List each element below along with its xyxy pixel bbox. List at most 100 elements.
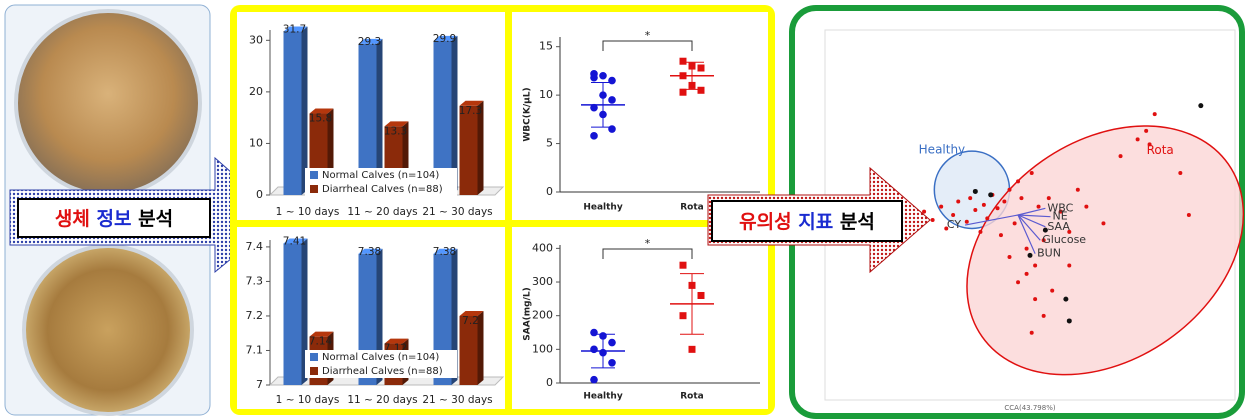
y-tick-label: 5 [546,137,553,150]
y-tick-label: 7.2 [246,309,264,322]
vector-label: BUN [1037,247,1061,260]
y-tick-label: 400 [532,241,553,254]
value-label: 7.38 [358,246,381,258]
y-tick-label: 7.4 [246,240,264,253]
label-word: 분석 [138,208,173,230]
y-tick-label: 30 [249,33,263,46]
x-tick-label: Rota [680,203,704,213]
data-point [590,376,598,384]
data-point [608,77,616,85]
data-point [996,206,1000,210]
data-point [680,58,687,65]
significance-label: * [645,29,651,42]
bar [284,243,302,385]
data-point [1033,263,1037,267]
value-label: 7.2 [462,315,479,327]
data-point [590,74,598,82]
label-word: 분석 [840,211,875,233]
data-point [1050,289,1054,293]
data-point [1008,255,1012,259]
bar [284,32,302,195]
data-point [939,205,943,209]
data-point [698,292,705,299]
data-point [988,192,993,197]
legend-swatch [310,185,318,193]
bar [460,106,478,195]
y-tick-label: 10 [249,136,263,149]
data-point [1025,272,1029,276]
data-point [1063,297,1068,302]
data-point [1030,331,1034,335]
value-label: 29.3 [358,36,381,48]
vector-label: CY [947,218,961,231]
data-point [1076,188,1080,192]
x-tick-label: 11 ~ 20 days [347,206,417,218]
x-tick-label: 1 ~ 10 days [276,206,340,218]
vector-label: Glucose [1042,233,1086,246]
y-axis-title: WBC(K/μL) [523,87,533,141]
data-point [978,230,982,234]
group-label: Healthy [919,142,966,156]
value-label: 17.3 [459,105,482,117]
data-point [1030,171,1034,175]
y-tick-label: 100 [532,342,553,355]
data-point [1019,196,1023,200]
x-tick-label: Rota [680,392,704,402]
data-point [590,329,598,337]
label-word: 정보 [97,208,132,230]
x-tick-label: 21 ~ 30 days [422,206,492,218]
legend-label: Diarrheal Calves (n=88) [322,366,443,377]
label-word: 유의성 [739,211,791,233]
calf-photo-diarrheal [24,246,192,414]
right-label: 유의성 지표 분석 [739,211,875,233]
data-point [1067,318,1072,323]
legend-swatch [310,367,318,375]
data-point [973,189,978,194]
data-point [1187,213,1191,217]
data-point [965,220,969,224]
y-tick-label: 10 [539,88,553,101]
x-tick-label: 11 ~ 20 days [347,394,417,406]
data-point [608,359,616,367]
data-point [1028,253,1033,258]
data-point [608,125,616,133]
label-word: 생체 [55,208,90,230]
calf-photo-healthy [16,11,200,195]
data-point [1016,179,1020,183]
data-point [968,196,972,200]
data-point [1148,142,1152,146]
left-label: 생체 정보 분석 [55,208,173,230]
label-word: 지표 [798,211,833,233]
data-point [1198,103,1203,108]
x-tick-label: Healthy [583,203,623,213]
data-point [1002,200,1006,204]
y-tick-label: 300 [532,275,553,288]
value-label: 29.9 [433,33,456,45]
data-point [1008,188,1012,192]
data-point [1144,129,1148,133]
y-axis-title: SAA(mg/L) [523,287,533,340]
data-point [1025,247,1029,251]
data-point [680,262,687,269]
data-point [1136,137,1140,141]
y-tick-label: 0 [546,376,553,389]
vector-label: SAA [1047,220,1070,233]
y-tick-label: 15 [539,40,553,53]
data-point [590,346,598,354]
data-point [1067,263,1071,267]
data-point [1084,205,1088,209]
y-tick-label: 7 [256,378,263,391]
data-point [1033,297,1037,301]
data-point [689,346,696,353]
data-point [590,132,598,140]
data-point [1101,221,1105,225]
data-point [973,208,977,212]
data-point [1042,314,1046,318]
data-point [1178,171,1182,175]
data-point [1037,205,1041,209]
data-point [608,96,616,104]
data-point [931,218,935,222]
data-point [951,213,955,217]
figure: 생체 정보 분석 01020301 ~ 10 days31.715.811 ~ … [0,0,1248,420]
y-tick-label: 7.1 [246,343,264,356]
